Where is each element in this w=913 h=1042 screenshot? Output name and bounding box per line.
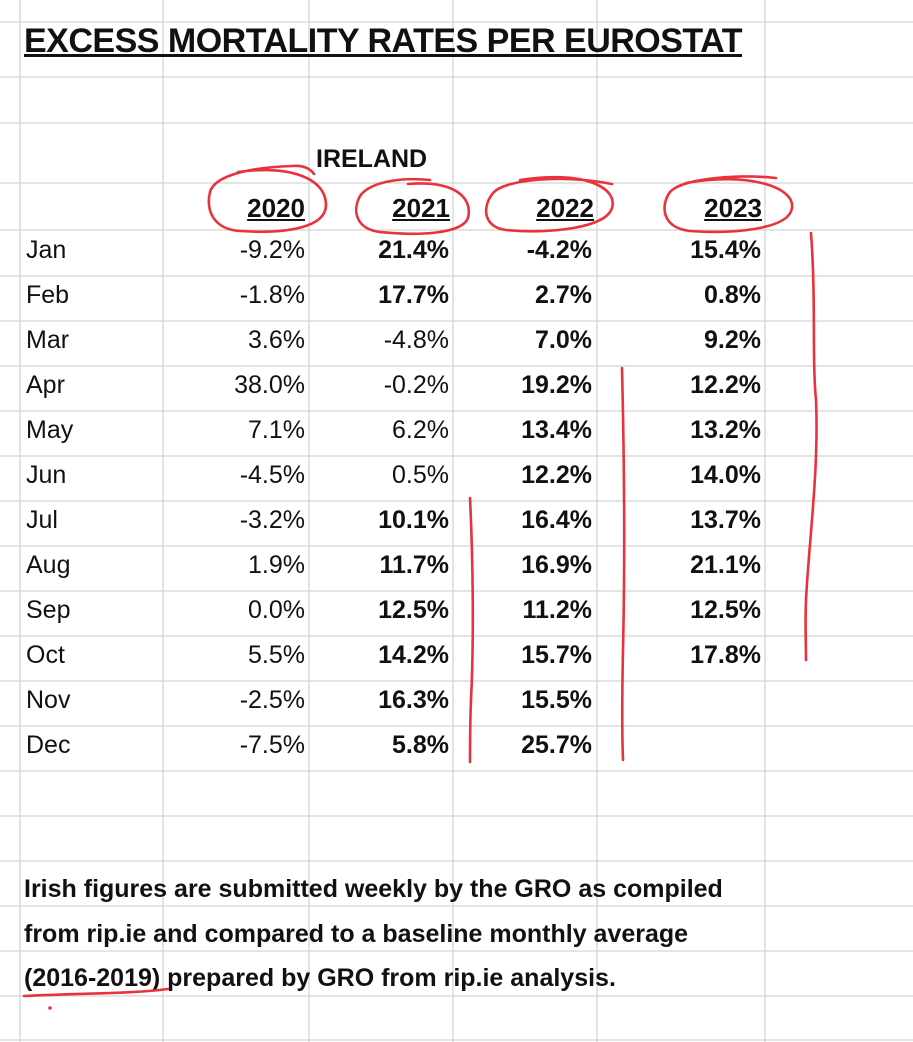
month-label: Jun [26,461,67,489]
year-header-2021: 2021 [392,193,450,223]
value-cell-2020: 38.0% [234,371,305,399]
sheet-title: EXCESS MORTALITY RATES PER EUROSTAT [24,22,742,60]
value-cell-2020: -2.5% [239,686,305,714]
value-cell-2020: -1.8% [239,281,305,309]
value-cell-2020: 7.1% [248,416,305,444]
footnote-line: Irish figures are submitted weekly by th… [24,875,723,903]
month-label: Mar [26,326,70,354]
value-cell-2021: 10.1% [378,506,449,534]
value-cell-2022: 16.9% [521,551,592,579]
country-label: IRELAND [316,145,428,173]
value-cell-2022: 15.7% [521,641,592,669]
value-cell-2022: -4.2% [526,236,592,264]
year-header-2022: 2022 [536,193,594,223]
value-cell-2021: 16.3% [378,686,449,714]
year-header-2020: 2020 [247,193,305,223]
year-header-2023: 2023 [704,193,762,223]
value-cell-2022: 2.7% [535,281,592,309]
month-label: Sep [26,596,71,624]
value-cell-2021: 11.7% [379,551,449,579]
month-label: Apr [26,371,65,399]
value-cell-2022: 12.2% [521,461,592,489]
value-cell-2023: 9.2% [704,326,761,354]
value-cell-2021: 17.7% [378,281,449,309]
value-cell-2023: 14.0% [690,461,761,489]
value-cell-2020: 5.5% [248,641,305,669]
value-cell-2021: -0.2% [383,371,449,399]
value-cell-2020: -9.2% [239,236,305,264]
value-cell-2021: 14.2% [378,641,449,669]
month-label: Jul [26,506,58,534]
value-cell-2023: 0.8% [704,281,761,309]
value-cell-2020: -4.5% [239,461,305,489]
value-cell-2021: 6.2% [392,416,449,444]
value-cell-2022: 13.4% [521,416,592,444]
value-cell-2022: 11.2% [522,596,592,624]
value-cell-2021: 12.5% [378,596,449,624]
footnote-line: from rip.ie and compared to a baseline m… [24,919,689,948]
value-cell-2020: 0.0% [248,596,305,624]
value-cell-2023: 12.5% [690,596,761,624]
value-cell-2023: 13.7% [690,506,761,534]
value-cell-2022: 15.5% [521,686,592,714]
month-label: Oct [26,641,65,669]
month-label: May [26,416,74,444]
month-label: Dec [26,731,71,759]
value-cell-2021: 5.8% [392,731,449,759]
value-cell-2023: 21.1% [690,551,761,579]
value-cell-2021: -4.8% [383,326,449,354]
value-cell-2022: 7.0% [535,326,592,354]
value-cell-2021: 0.5% [392,461,449,489]
value-cell-2022: 16.4% [521,506,592,534]
footnote: Irish figures are submitted weekly by th… [24,867,884,1001]
value-cell-2023: 13.2% [690,416,761,444]
value-cell-2021: 21.4% [378,236,449,264]
value-cell-2020: 3.6% [248,326,305,354]
month-label: Jan [26,236,67,264]
value-cell-2022: 25.7% [521,731,592,759]
value-cell-2022: 19.2% [521,371,592,399]
month-label: Feb [26,281,70,309]
value-cell-2023: 17.8% [690,641,761,669]
value-cell-2020: -7.5% [239,731,305,759]
value-cell-2020: -3.2% [239,506,305,534]
value-cell-2023: 15.4% [690,236,761,264]
value-cell-2023: 12.2% [690,371,761,399]
footnote-line: (2016-2019) prepared by GRO from rip.ie … [24,964,616,992]
value-cell-2020: 1.9% [248,551,305,579]
month-label: Nov [26,686,71,714]
month-label: Aug [26,551,71,579]
